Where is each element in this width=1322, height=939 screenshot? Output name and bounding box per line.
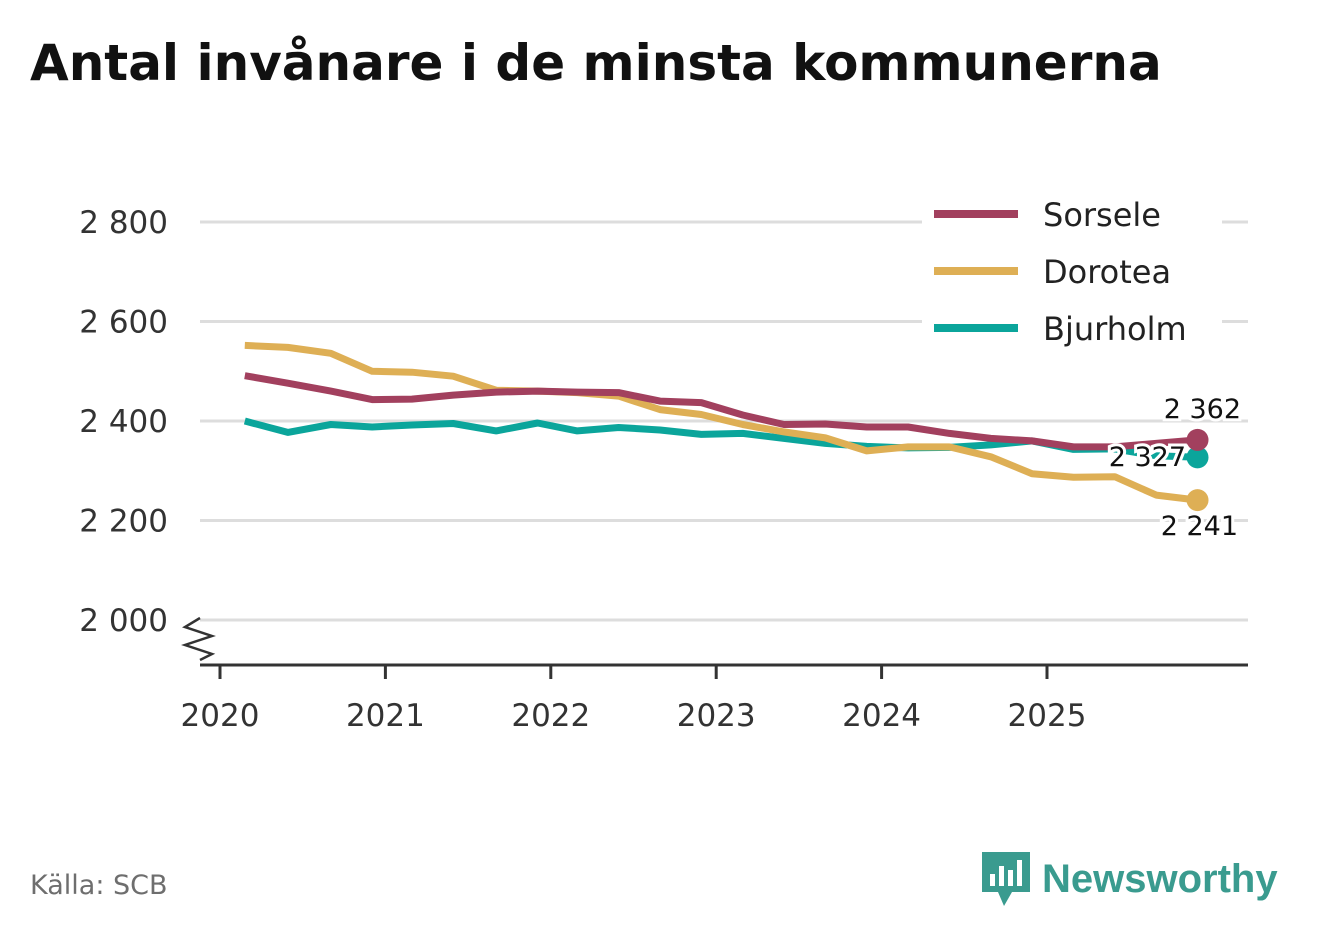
y-tick-label: 2 200	[79, 504, 168, 540]
end-point-dorotea	[1186, 489, 1209, 512]
end-labels: 2 362 2 241 2 327	[1106, 391, 1244, 545]
y-axis: 2 000 2 200 2 400 2 600 2 800	[79, 205, 216, 662]
series-line-dorotea	[244, 341, 1198, 504]
legend-label: Bjurholm	[1043, 310, 1187, 348]
y-tick-label: 2 000	[79, 603, 168, 639]
end-point-bjurholm	[1186, 446, 1209, 469]
legend-label: Sorsele	[1043, 196, 1161, 234]
brand-name: Newsworthy	[1042, 856, 1278, 901]
legend: Sorsele Dorotea Bjurholm	[922, 192, 1222, 357]
end-label-sorsele: 2 362	[1164, 394, 1241, 425]
newsworthy-logo-icon	[982, 852, 1030, 906]
series-line-bjurholm	[243, 417, 1198, 461]
legend-label: Dorotea	[1043, 253, 1171, 291]
x-axis: 2020 2021 2022 2023 2024 2025	[181, 663, 1248, 734]
x-tick-label: 2022	[511, 698, 590, 734]
source-note: Källa: SCB	[30, 870, 168, 901]
end-label-bjurholm: 2 327	[1109, 442, 1186, 473]
series-lines	[243, 341, 1209, 512]
end-label-dorotea: 2 241	[1161, 511, 1238, 542]
y-tick-label: 2 400	[79, 404, 168, 440]
end-point-sorsele	[1186, 428, 1209, 451]
x-tick-label: 2025	[1008, 698, 1087, 734]
y-tick-label: 2 600	[79, 305, 168, 341]
brand: Newsworthy	[980, 848, 1278, 910]
chart-title: Antal invånare i de minsta kommunerna	[30, 34, 1162, 92]
x-tick-label: 2020	[181, 698, 260, 734]
x-tick-label: 2024	[842, 698, 921, 734]
axis-break	[181, 616, 216, 662]
y-tick-label: 2 800	[79, 205, 168, 241]
x-tick-label: 2023	[677, 698, 756, 734]
x-tick-label: 2021	[346, 698, 425, 734]
series-line-sorsele	[244, 372, 1198, 451]
